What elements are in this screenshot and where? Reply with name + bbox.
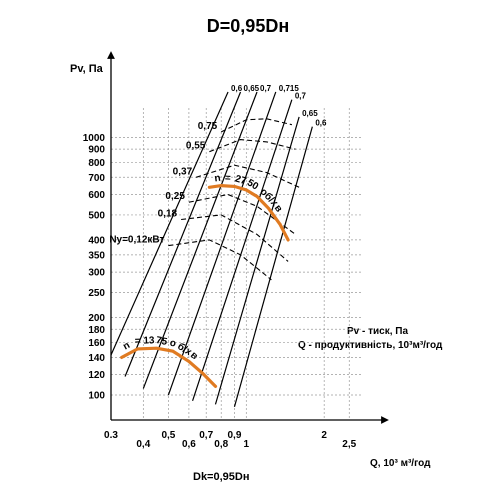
power-curve <box>188 193 296 235</box>
power-curve <box>209 139 296 153</box>
y-tick-label: 300 <box>88 268 105 279</box>
x-tick-label: 0,7 <box>199 430 213 441</box>
x-tick-label: 2,5 <box>342 439 356 450</box>
efficiency-line <box>214 116 300 405</box>
efficiency-line <box>142 91 258 389</box>
x-tick-label: 1 <box>244 439 250 450</box>
x-tick-label: 2 <box>321 430 327 441</box>
y-axis-title: Pv, Па <box>70 63 104 75</box>
y-tick-label: 100 <box>88 391 105 402</box>
power-curves: 0,75 0,55 0,37 0,25 0,18 Ny=0,12кВт <box>109 118 300 281</box>
y-tick-label: 800 <box>88 158 105 169</box>
efficiency-line <box>233 126 313 407</box>
legend-flow: Q - продуктивність, 10³м³/год <box>298 340 443 351</box>
efficiency-label: 0,65 <box>244 84 260 93</box>
x-tick-label: 0.3 <box>104 430 118 441</box>
efficiency-label: 0,7 <box>260 84 272 93</box>
y-tick-label: 140 <box>88 353 105 364</box>
power-label: 0,55 <box>186 141 206 152</box>
y-tick-label: 500 <box>88 210 105 221</box>
x-tick-label: 0,8 <box>214 439 228 450</box>
y-tick-label: 160 <box>88 338 105 349</box>
y-tick-label: 120 <box>88 370 105 381</box>
tick-labels: 0.3 0,4 0,5 0,60,70,80,91 2 2,5 100 120 140 160 18… <box>83 133 357 450</box>
y-tick-label: 900 <box>88 145 105 156</box>
efficiency-label: 0,6 <box>315 119 327 128</box>
y-tick-label: 600 <box>88 190 105 201</box>
y-tick-label: 180 <box>88 325 105 336</box>
efficiency-line <box>110 91 229 356</box>
chart-footer: Dk=0,95Dн <box>193 471 249 483</box>
efficiency-line <box>167 91 277 396</box>
x-axis-title: Q, 10³ м³/год <box>370 458 431 469</box>
speed-curve <box>120 346 218 388</box>
power-label: 0,18 <box>158 208 178 219</box>
y-tick-label: 200 <box>88 313 105 324</box>
y-tick-label: 700 <box>88 173 105 184</box>
x-tick-label: 0,5 <box>161 430 175 441</box>
grid <box>110 108 362 420</box>
efficiency-label: 0,6 <box>231 84 243 93</box>
efficiency-label: 0,7 <box>295 92 307 101</box>
y-tick-label: 1000 <box>83 133 106 144</box>
efficiency-label: 0,65 <box>302 109 318 118</box>
power-label: 0,37 <box>173 166 193 177</box>
efficiency-line <box>192 99 293 401</box>
power-curve <box>195 164 300 188</box>
power-label: Ny=0,12кВт <box>109 235 164 246</box>
y-tick-label: 350 <box>88 250 105 261</box>
y-tick-label: 400 <box>88 235 105 246</box>
x-tick-label: 0,4 <box>136 439 150 450</box>
power-label: 0,25 <box>165 191 185 202</box>
legend-pressure: Pv - тиск, Па <box>347 326 408 337</box>
efficiency-line <box>124 91 242 377</box>
power-curve <box>168 239 272 281</box>
x-tick-label: 0,9 <box>228 430 242 441</box>
chart-title: D=0,95Dн <box>207 16 289 36</box>
power-curve <box>181 214 289 262</box>
speed-curves: n = 2750 об/хвn = 1375 об/хв <box>120 173 290 388</box>
speed-curve <box>207 183 290 242</box>
x-tick-label: 0,6 <box>182 439 196 450</box>
y-tick-label: 250 <box>88 288 105 299</box>
power-label: 0,75 <box>198 121 218 132</box>
speed-curve-label: n = 2750 об/хв <box>214 173 285 215</box>
efficiency-label: 0,715 <box>279 84 300 93</box>
